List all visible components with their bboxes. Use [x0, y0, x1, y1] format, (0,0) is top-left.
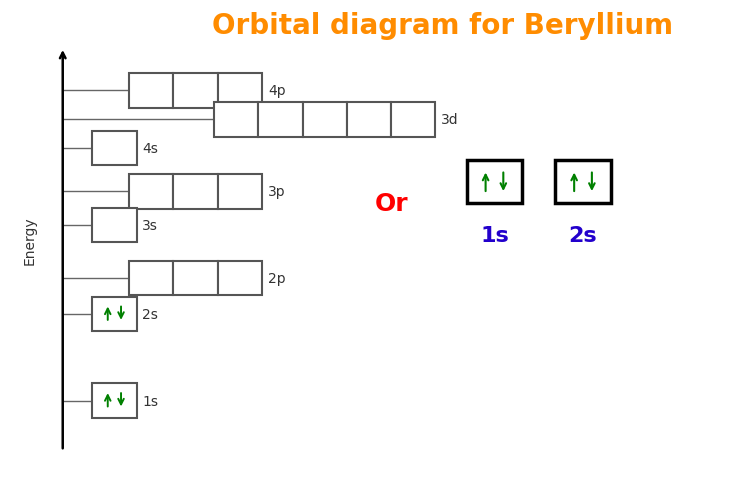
FancyBboxPatch shape — [92, 208, 137, 243]
Text: Energy: Energy — [23, 216, 36, 264]
FancyBboxPatch shape — [173, 74, 218, 108]
FancyBboxPatch shape — [391, 103, 435, 137]
FancyBboxPatch shape — [92, 384, 137, 418]
Text: 3p: 3p — [268, 185, 286, 199]
Text: Orbital diagram for Beryllium: Orbital diagram for Beryllium — [213, 12, 673, 40]
FancyBboxPatch shape — [173, 175, 218, 209]
FancyBboxPatch shape — [258, 103, 303, 137]
Text: 1s: 1s — [480, 225, 508, 245]
FancyBboxPatch shape — [214, 103, 258, 137]
Text: 1s: 1s — [142, 394, 159, 408]
FancyBboxPatch shape — [173, 261, 218, 296]
FancyBboxPatch shape — [92, 297, 137, 332]
Bar — [467, 161, 523, 204]
Text: 3d: 3d — [441, 113, 459, 127]
FancyBboxPatch shape — [303, 103, 347, 137]
Text: 2s: 2s — [142, 307, 159, 322]
Text: 2p: 2p — [268, 271, 286, 286]
Text: 3s: 3s — [142, 218, 159, 233]
FancyBboxPatch shape — [92, 132, 137, 166]
Text: 2s: 2s — [569, 225, 597, 245]
Text: Or: Or — [374, 192, 408, 216]
FancyBboxPatch shape — [347, 103, 391, 137]
Text: 4p: 4p — [268, 84, 286, 98]
Bar — [556, 161, 610, 204]
FancyBboxPatch shape — [218, 261, 262, 296]
FancyBboxPatch shape — [129, 261, 173, 296]
Text: 4s: 4s — [142, 142, 159, 156]
FancyBboxPatch shape — [218, 74, 262, 108]
FancyBboxPatch shape — [129, 175, 173, 209]
FancyBboxPatch shape — [218, 175, 262, 209]
FancyBboxPatch shape — [129, 74, 173, 108]
